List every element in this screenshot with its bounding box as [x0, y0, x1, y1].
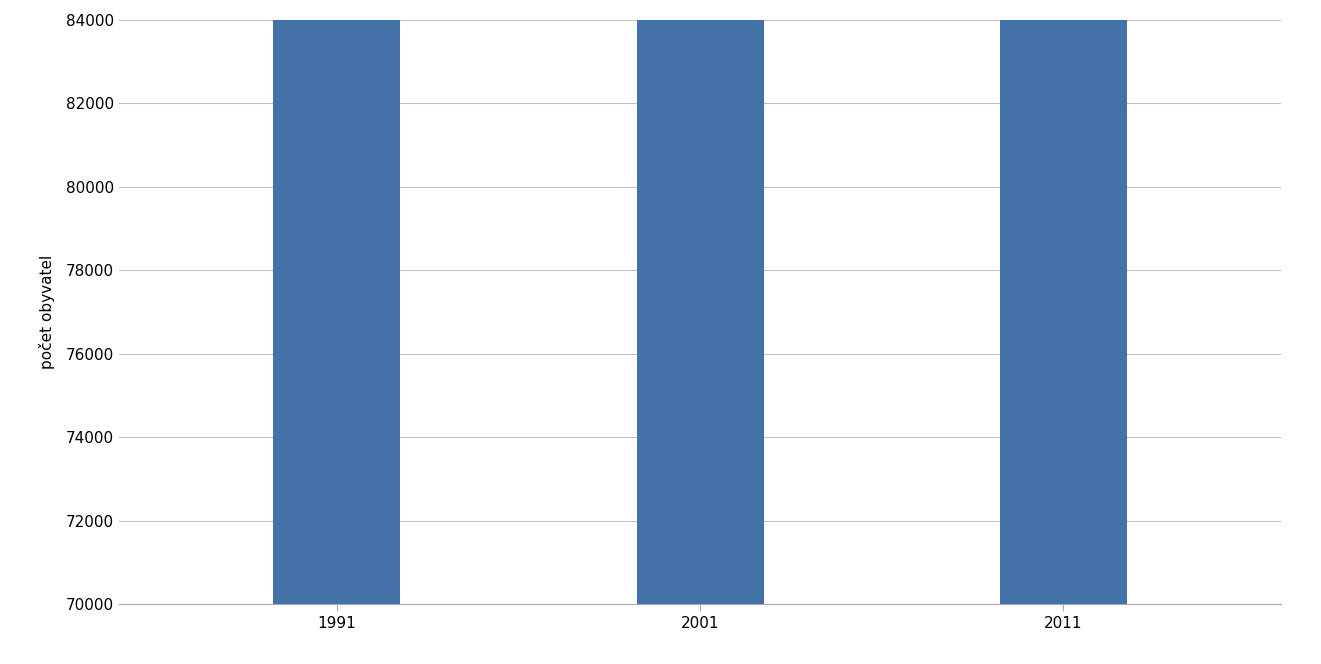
- Bar: [637, 0, 764, 604]
- Bar: [273, 0, 400, 604]
- Y-axis label: počet obyvatel: počet obyvatel: [38, 255, 54, 369]
- Bar: [1000, 0, 1127, 604]
